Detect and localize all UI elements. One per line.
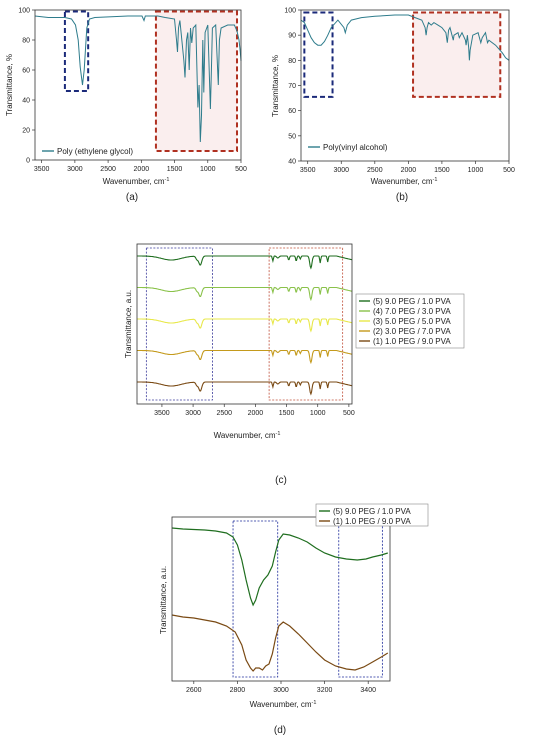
series-line xyxy=(137,381,353,396)
y-tick-label: 90 xyxy=(288,33,296,40)
x-tick-label: 2500 xyxy=(367,167,383,174)
series-line xyxy=(137,255,353,270)
y-tick-label: 100 xyxy=(284,8,296,15)
y-axis-title: Transmittance, % xyxy=(271,55,280,117)
x-tick-label: 2500 xyxy=(216,410,232,417)
x-tick-label: 3500 xyxy=(154,410,170,417)
series-line xyxy=(34,15,242,143)
legend-entry: (2) 3.0 PEG / 7.0 PVA xyxy=(373,327,451,336)
series-line xyxy=(137,318,353,333)
x-tick-label: 1500 xyxy=(167,166,183,173)
x-tick-label: 1500 xyxy=(434,167,450,174)
x-tick-label: 500 xyxy=(503,167,515,174)
x-axis-title-sup: -1 xyxy=(312,700,317,706)
x-tick-label: 500 xyxy=(343,410,355,417)
chart-panel-b: 3500 3000 2500 2000 1500 1000 500 40 50 60 70 80 90 1… xyxy=(271,8,515,204)
legend-entry: Poly (ethylene glycol) xyxy=(57,147,133,156)
plot-frame xyxy=(136,243,353,405)
highlight-region xyxy=(303,11,334,98)
x-axis-title-sup: -1 xyxy=(433,177,438,183)
x-tick-label: 3200 xyxy=(317,687,333,694)
x-axis-title: Wavenumber, cm-1 xyxy=(103,177,170,186)
legend-entry: (1) 1.0 PEG / 9.0 PVA xyxy=(373,337,451,346)
y-tick-label: 20 xyxy=(22,128,30,135)
y-tick-label: 80 xyxy=(288,58,296,65)
y-tick-label: 100 xyxy=(18,8,30,15)
highlight-region xyxy=(154,10,239,152)
x-tick-label: 2000 xyxy=(134,166,150,173)
series-line xyxy=(300,14,510,61)
y-axis-title: Transmittance, a.u. xyxy=(159,566,168,634)
legend-entry: (1) 1.0 PEG / 9.0 PVA xyxy=(333,517,411,526)
x-tick-label: 3500 xyxy=(300,167,316,174)
x-tick-label: 500 xyxy=(235,166,247,173)
x-axis-title: Wavenumber, cm-1 xyxy=(250,700,317,709)
legend-entry: (5) 9.0 PEG / 1.0 PVA xyxy=(333,507,411,516)
x-tick-label: 2000 xyxy=(401,167,417,174)
y-axis-title: Transmittance, % xyxy=(5,54,14,116)
x-tick-label: 2800 xyxy=(230,687,246,694)
x-tick-label: 1500 xyxy=(279,410,295,417)
highlight-region xyxy=(412,11,502,98)
chart-panel-a: 3500 3000 2500 2000 1500 1000 500 0 20 40 60 80 100 W… xyxy=(5,8,247,204)
legend: (5) 9.0 PEG / 1.0 PVA(1) 1.0 PEG / 9.0 P… xyxy=(315,503,429,527)
chart-panel-d: 2600 2800 3000 3200 3400 Wavenumber, cm-1 Tran… xyxy=(159,503,429,736)
x-tick-label: 3000 xyxy=(185,410,201,417)
series-line xyxy=(171,614,389,672)
legend-entry: Poly(vinyl alcohol) xyxy=(323,143,388,152)
legend-entry: (4) 7.0 PEG / 3.0 PVA xyxy=(373,307,451,316)
legend: Poly(vinyl alcohol) xyxy=(308,143,388,152)
y-tick-label: 80 xyxy=(22,38,30,45)
x-tick-label: 2000 xyxy=(248,410,264,417)
highlight-region xyxy=(145,247,213,401)
legend-entry: (3) 5.0 PEG / 5.0 PVA xyxy=(373,317,451,326)
y-tick-label: 0 xyxy=(26,158,30,165)
x-axis-title: Wavenumber, cm-1 xyxy=(371,177,438,186)
highlight-region xyxy=(232,520,279,678)
x-axis-title-sup: -1 xyxy=(276,431,281,437)
highlight-region xyxy=(63,10,90,92)
x-tick-label: 3000 xyxy=(273,687,289,694)
highlight-region xyxy=(338,520,383,678)
x-tick-label: 3500 xyxy=(34,166,50,173)
x-tick-label: 3400 xyxy=(360,687,376,694)
panel-label: (a) xyxy=(126,192,138,203)
highlight-fill xyxy=(413,12,501,97)
x-tick-label: 3000 xyxy=(333,167,349,174)
y-tick-label: 60 xyxy=(288,108,296,115)
x-tick-label: 1000 xyxy=(200,166,216,173)
panel-label: (c) xyxy=(275,475,287,486)
panel-label: (d) xyxy=(274,725,286,736)
x-tick-label: 3000 xyxy=(67,166,83,173)
highlight-region xyxy=(268,247,344,401)
x-axis-title-sup: -1 xyxy=(165,177,170,183)
plot-frame xyxy=(34,9,242,161)
y-axis-title: Transmittance, a.u. xyxy=(124,290,133,358)
panel-label: (b) xyxy=(396,192,408,203)
legend-box xyxy=(315,503,429,527)
x-tick-label: 1000 xyxy=(468,167,484,174)
legend: Poly (ethylene glycol) xyxy=(42,147,133,156)
series-line xyxy=(171,527,388,607)
legend: (5) 9.0 PEG / 1.0 PVA(4) 7.0 PEG / 3.0 P… xyxy=(355,293,465,349)
series-line xyxy=(137,286,353,302)
chart-panel-c: 3500 3000 2500 2000 1500 1000 500 Wavenumber, c… xyxy=(124,243,465,486)
x-axis-title: Wavenumber, cm-1 xyxy=(214,431,281,440)
y-tick-label: 40 xyxy=(22,98,30,105)
x-tick-label: 2600 xyxy=(186,687,202,694)
y-tick-label: 70 xyxy=(288,83,296,90)
legend-entry: (5) 9.0 PEG / 1.0 PVA xyxy=(373,297,451,306)
legend-box xyxy=(355,293,465,349)
series-line xyxy=(137,349,353,365)
y-tick-label: 60 xyxy=(22,68,30,75)
y-tick-label: 50 xyxy=(288,133,296,140)
y-tick-label: 40 xyxy=(288,159,296,166)
plot-frame xyxy=(171,516,391,682)
x-tick-label: 2500 xyxy=(100,166,116,173)
x-tick-label: 1000 xyxy=(310,410,326,417)
